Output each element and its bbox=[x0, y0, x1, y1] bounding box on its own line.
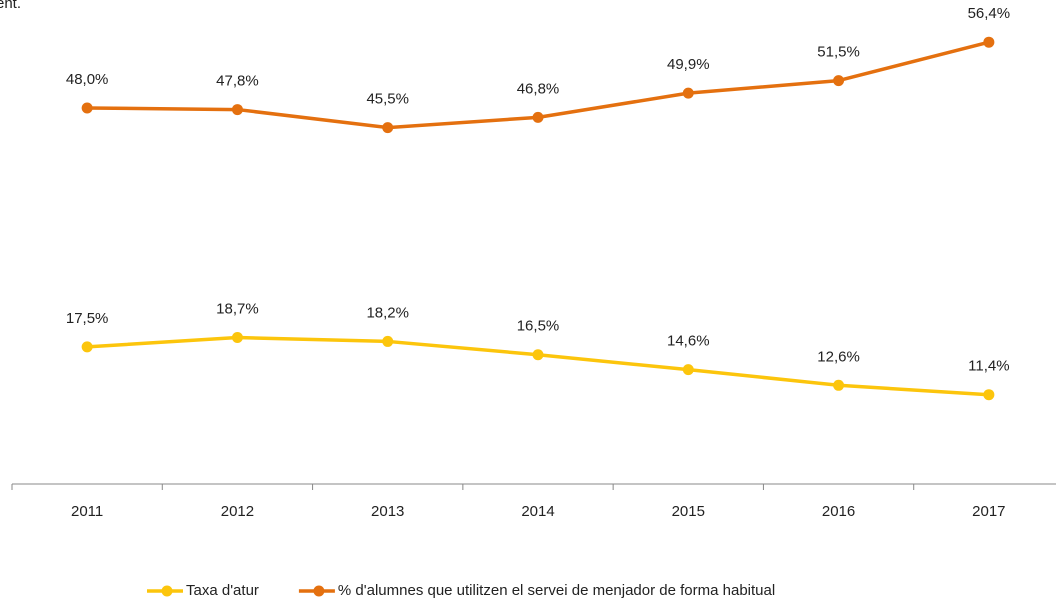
data-label: 16,5% bbox=[517, 318, 560, 335]
series-line bbox=[87, 335, 989, 397]
x-tick-label: 2013 bbox=[371, 503, 404, 520]
legend-label: % d'alumnes que utilitzen el servei de m… bbox=[338, 582, 775, 599]
data-label: 18,2% bbox=[366, 304, 409, 321]
data-point bbox=[682, 87, 694, 99]
data-point bbox=[231, 332, 243, 344]
legend-marker bbox=[161, 585, 173, 597]
x-tick-label: 2014 bbox=[521, 503, 554, 520]
data-point bbox=[833, 75, 845, 87]
x-tick-label: 2017 bbox=[972, 503, 1005, 520]
data-label: 56,4% bbox=[968, 5, 1011, 22]
data-point bbox=[983, 389, 995, 401]
data-point bbox=[532, 111, 544, 123]
data-point bbox=[382, 122, 394, 134]
x-tick-label: 2016 bbox=[822, 503, 855, 520]
data-point bbox=[382, 335, 394, 347]
data-label: 11,4% bbox=[968, 358, 1009, 375]
legend-label: Taxa d'atur bbox=[186, 582, 259, 599]
data-point bbox=[81, 102, 93, 114]
data-label: 48,0% bbox=[66, 71, 109, 88]
data-label: 17,5% bbox=[66, 310, 109, 327]
data-label: 49,9% bbox=[667, 56, 710, 73]
data-label: 14,6% bbox=[667, 333, 710, 350]
x-tick-label: 2011 bbox=[71, 503, 103, 520]
data-point bbox=[983, 36, 995, 48]
data-label: 12,6% bbox=[817, 348, 860, 365]
data-label: 51,5% bbox=[817, 44, 860, 61]
data-point bbox=[833, 379, 845, 391]
data-label: 18,7% bbox=[216, 300, 259, 317]
data-label: 45,5% bbox=[366, 91, 409, 108]
x-tick-label: 2015 bbox=[672, 503, 705, 520]
data-point bbox=[532, 349, 544, 361]
chart-title: ent. bbox=[0, 0, 21, 12]
data-point bbox=[231, 104, 243, 116]
data-point bbox=[682, 364, 694, 376]
data-point bbox=[81, 341, 93, 353]
data-label: 46,8% bbox=[517, 80, 560, 97]
legend-marker bbox=[313, 585, 325, 597]
x-tick-label: 2012 bbox=[221, 503, 254, 520]
data-label: 47,8% bbox=[216, 73, 259, 90]
